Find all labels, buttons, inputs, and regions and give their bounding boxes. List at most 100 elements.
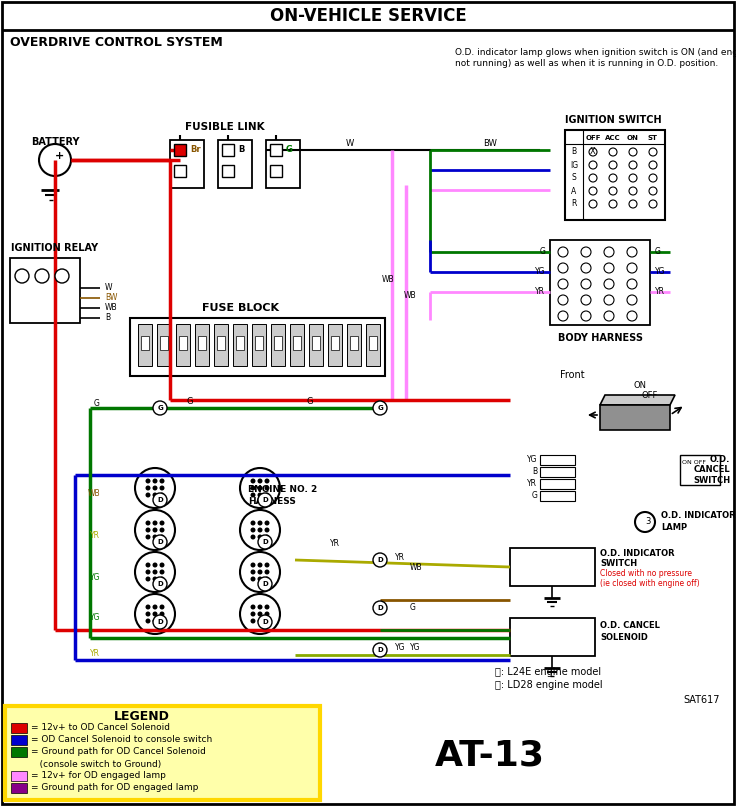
Circle shape — [152, 604, 158, 609]
Text: YG: YG — [655, 268, 665, 276]
Circle shape — [264, 563, 269, 567]
Bar — [11, 771, 27, 781]
Circle shape — [264, 612, 269, 617]
Text: YR: YR — [395, 552, 405, 562]
Bar — [10, 258, 80, 323]
Circle shape — [250, 492, 255, 497]
Text: S: S — [572, 173, 576, 182]
Bar — [138, 324, 152, 366]
Bar — [270, 165, 282, 177]
Circle shape — [627, 279, 637, 289]
Circle shape — [135, 594, 175, 634]
Text: WB: WB — [88, 489, 100, 498]
Text: BATTERY: BATTERY — [31, 137, 79, 147]
Circle shape — [55, 269, 69, 283]
Circle shape — [581, 247, 591, 257]
Text: FUSE BLOCK: FUSE BLOCK — [202, 303, 278, 313]
Circle shape — [160, 612, 165, 617]
Bar — [510, 618, 595, 656]
Circle shape — [160, 618, 165, 624]
Text: D: D — [157, 581, 163, 587]
Text: Front: Front — [560, 370, 584, 380]
Text: D: D — [262, 581, 268, 587]
Bar — [366, 324, 380, 366]
Bar — [550, 240, 650, 325]
Text: W: W — [346, 139, 354, 147]
Text: ST: ST — [648, 135, 658, 141]
Text: HARNESS: HARNESS — [248, 497, 296, 506]
Circle shape — [240, 510, 280, 550]
Text: WB: WB — [403, 290, 417, 300]
Circle shape — [258, 521, 263, 526]
Text: WB: WB — [382, 276, 394, 285]
Text: G: G — [94, 400, 100, 409]
Circle shape — [558, 263, 568, 273]
Circle shape — [240, 468, 280, 508]
Text: D: D — [377, 647, 383, 653]
Text: WB: WB — [410, 563, 422, 572]
Bar — [236, 336, 244, 350]
Circle shape — [146, 618, 150, 624]
Bar — [233, 324, 247, 366]
Text: IGNITION RELAY: IGNITION RELAY — [12, 243, 99, 253]
Text: ON-VEHICLE SERVICE: ON-VEHICLE SERVICE — [269, 7, 467, 25]
Circle shape — [152, 570, 158, 575]
Circle shape — [152, 563, 158, 567]
Circle shape — [258, 570, 263, 575]
Circle shape — [264, 527, 269, 533]
Circle shape — [604, 311, 614, 321]
Circle shape — [258, 618, 263, 624]
Circle shape — [604, 247, 614, 257]
Text: = 12v+ to OD Cancel Solenoid: = 12v+ to OD Cancel Solenoid — [31, 724, 170, 733]
Text: 3: 3 — [645, 517, 651, 526]
Bar — [170, 140, 204, 188]
Text: Br: Br — [190, 146, 201, 155]
Text: D: D — [262, 539, 268, 545]
Text: G: G — [187, 397, 194, 405]
Circle shape — [153, 577, 167, 591]
Circle shape — [160, 576, 165, 581]
Bar — [174, 144, 186, 156]
Text: X: X — [590, 147, 596, 156]
Text: (ie closed with engine off): (ie closed with engine off) — [600, 580, 700, 588]
Circle shape — [627, 295, 637, 305]
Circle shape — [160, 492, 165, 497]
Text: O.D. CANCEL: O.D. CANCEL — [600, 621, 660, 630]
Circle shape — [153, 615, 167, 629]
Circle shape — [160, 604, 165, 609]
Circle shape — [250, 485, 255, 491]
Circle shape — [649, 187, 657, 195]
Circle shape — [152, 479, 158, 484]
Circle shape — [635, 512, 655, 532]
Text: ON: ON — [627, 135, 639, 141]
Text: YG: YG — [534, 268, 545, 276]
Circle shape — [627, 247, 637, 257]
Text: R: R — [571, 200, 577, 209]
Circle shape — [627, 263, 637, 273]
Circle shape — [258, 493, 272, 507]
Bar — [271, 324, 285, 366]
Text: G: G — [307, 397, 314, 405]
Text: D: D — [377, 605, 383, 611]
Bar — [174, 165, 186, 177]
Circle shape — [258, 576, 263, 581]
Text: O.D.
CANCEL
SWITCH: O.D. CANCEL SWITCH — [693, 455, 730, 484]
Text: YR: YR — [535, 288, 545, 297]
Bar — [195, 324, 209, 366]
Bar — [222, 165, 234, 177]
Bar — [255, 336, 263, 350]
Circle shape — [250, 612, 255, 617]
Circle shape — [146, 527, 150, 533]
Circle shape — [558, 311, 568, 321]
Circle shape — [152, 485, 158, 491]
Circle shape — [152, 576, 158, 581]
Circle shape — [264, 492, 269, 497]
Circle shape — [152, 618, 158, 624]
Circle shape — [146, 604, 150, 609]
Bar — [270, 144, 282, 156]
Text: G: G — [377, 405, 383, 411]
Circle shape — [152, 612, 158, 617]
Circle shape — [649, 148, 657, 156]
Text: D: D — [262, 619, 268, 625]
Text: (console switch to Ground): (console switch to Ground) — [31, 759, 161, 768]
